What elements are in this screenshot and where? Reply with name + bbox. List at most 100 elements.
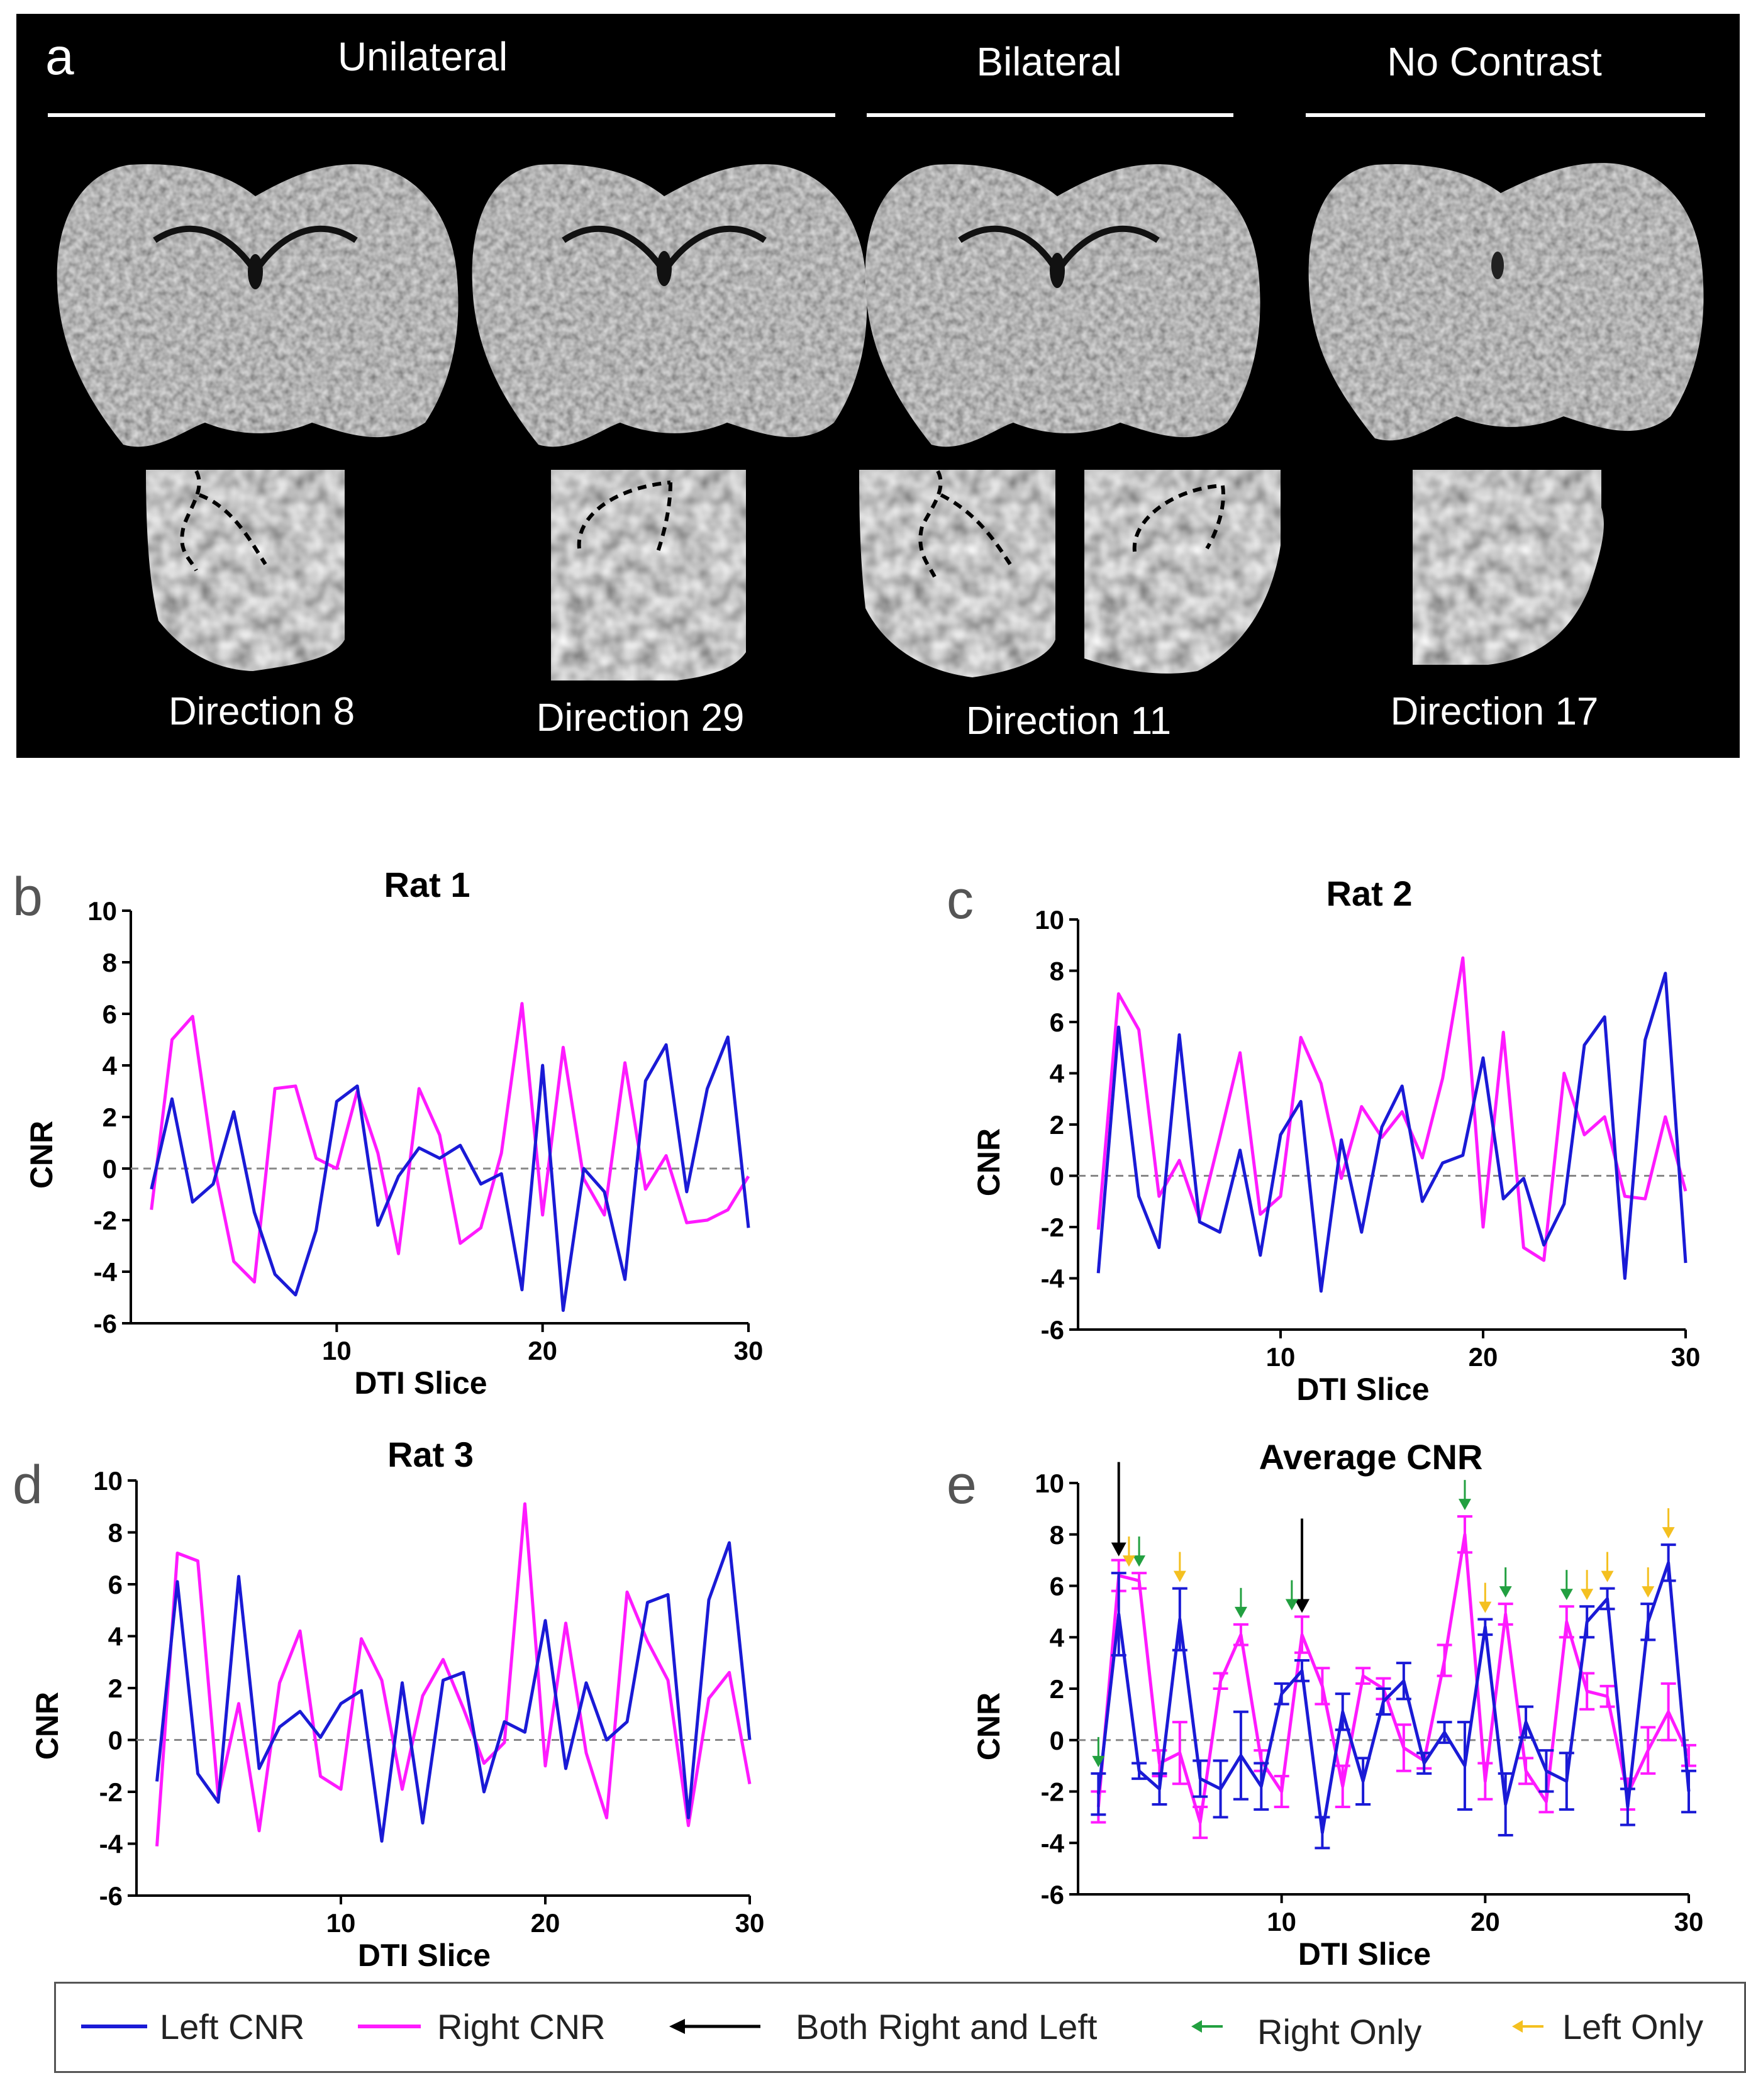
y-tick-label: 10 bbox=[87, 896, 117, 926]
panel-a-letter: a bbox=[45, 28, 74, 86]
y-axis-label: CNR bbox=[24, 1121, 59, 1189]
right-only-arrowhead bbox=[1133, 1555, 1146, 1567]
legend-left-only-arrowhead bbox=[1512, 2020, 1523, 2033]
x-tick-label: 10 bbox=[1266, 1342, 1296, 1372]
direction-label-29: Direction 29 bbox=[537, 696, 745, 740]
y-tick-label: 0 bbox=[1050, 1162, 1064, 1191]
chart-title: Rat 2 bbox=[1326, 874, 1413, 913]
legend-canvas: Left CNR Right CNR Both Right and Left R… bbox=[81, 2007, 1703, 2052]
y-tick-label: 4 bbox=[1050, 1059, 1065, 1089]
chart-title: Rat 3 bbox=[387, 1435, 474, 1474]
inset-unilateral-dir8 bbox=[146, 470, 345, 671]
x-tick-label: 10 bbox=[322, 1336, 352, 1365]
chart-d: d Rat 3 -6 -4 -2 0 2 4 6 8 10 10 20 30 DTI Slice CNR bbox=[13, 1435, 764, 1973]
chart-title: Rat 1 bbox=[384, 865, 470, 904]
legend-right-only-label: Right Only bbox=[1257, 2012, 1421, 2052]
right-only-arrowhead bbox=[1285, 1599, 1298, 1611]
x-tick-label: 20 bbox=[1471, 1907, 1500, 1936]
direction-label-11: Direction 11 bbox=[966, 699, 1171, 743]
panel-letter-d: d bbox=[13, 1455, 43, 1515]
x-tick-label: 20 bbox=[528, 1336, 557, 1365]
y-tick-label: -6 bbox=[1041, 1880, 1064, 1909]
direction-label-17: Direction 17 bbox=[1391, 690, 1599, 733]
x-axis-label: DTI Slice bbox=[1296, 1372, 1429, 1407]
series-line-right bbox=[155, 1502, 752, 1847]
right-only-arrowhead bbox=[1092, 1755, 1105, 1767]
inset-bilateral-dir11-right bbox=[1084, 470, 1281, 674]
legend-left-label: Left CNR bbox=[160, 2007, 304, 2047]
y-tick-label: 8 bbox=[108, 1518, 123, 1548]
y-tick-label: 2 bbox=[103, 1103, 117, 1132]
group-label-no-contrast: No Contrast bbox=[1387, 39, 1602, 84]
x-axis-label: DTI Slice bbox=[1298, 1936, 1431, 1972]
chart-e: e Average CNR -6 -4 -2 0 2 4 6 8 10 10 20 30 DTI Slice… bbox=[947, 1437, 1703, 1972]
y-tick-label: 6 bbox=[103, 999, 117, 1029]
y-axis-label: CNR bbox=[30, 1692, 65, 1760]
y-tick-label: 6 bbox=[108, 1570, 123, 1599]
y-tick-label: 6 bbox=[1050, 1008, 1064, 1037]
brain-slice-3 bbox=[865, 164, 1260, 447]
y-tick-label: 0 bbox=[103, 1154, 117, 1184]
y-axis-label: CNR bbox=[971, 1692, 1006, 1760]
left-only-arrowhead bbox=[1662, 1527, 1675, 1539]
panel-letter-c: c bbox=[947, 870, 974, 930]
chart-b: b Rat 1 -6 -4 -2 0 2 4 6 8 10 10 20 30 DTI Slice CNR bbox=[13, 865, 763, 1401]
chart-title: Average CNR bbox=[1259, 1437, 1483, 1477]
panel-a-canvas: a Unilateral Bilateral No Contrast bbox=[45, 28, 1705, 743]
x-tick-label: 10 bbox=[326, 1908, 356, 1938]
legend-both-label: Both Right and Left bbox=[796, 2007, 1098, 2047]
y-tick-label: 2 bbox=[1050, 1110, 1064, 1140]
panel-letter-b: b bbox=[13, 867, 43, 927]
y-tick-label: 8 bbox=[103, 948, 117, 977]
y-tick-label: 0 bbox=[1050, 1726, 1064, 1755]
series-line-right bbox=[1096, 956, 1688, 1262]
y-tick-label: 4 bbox=[103, 1051, 118, 1081]
inset-bilateral-dir11-left bbox=[859, 470, 1055, 677]
series-line-right bbox=[1096, 1533, 1691, 1825]
y-tick-label: -2 bbox=[94, 1206, 117, 1235]
both-arrowhead bbox=[1294, 1599, 1310, 1613]
y-tick-label: -2 bbox=[99, 1777, 123, 1807]
brain-slice-1 bbox=[57, 164, 459, 447]
series-line-right bbox=[150, 1002, 750, 1284]
x-tick-label: 20 bbox=[1469, 1342, 1498, 1372]
inset-no-contrast-dir17 bbox=[1413, 470, 1604, 665]
series-line-left bbox=[150, 1035, 750, 1312]
left-only-arrowhead bbox=[1581, 1589, 1594, 1601]
y-tick-label: 2 bbox=[1050, 1674, 1064, 1704]
group-label-unilateral: Unilateral bbox=[338, 34, 508, 79]
y-tick-label: 6 bbox=[1050, 1572, 1064, 1601]
y-tick-label: 10 bbox=[93, 1466, 123, 1496]
right-only-arrowhead bbox=[1499, 1586, 1512, 1598]
right-only-arrowhead bbox=[1458, 1499, 1471, 1511]
y-tick-label: -6 bbox=[99, 1881, 123, 1911]
series-line-left bbox=[1096, 972, 1688, 1293]
y-tick-label: 10 bbox=[1035, 1469, 1064, 1498]
y-tick-label: 4 bbox=[108, 1622, 123, 1652]
series-line-left bbox=[155, 1541, 752, 1843]
x-tick-label: 10 bbox=[1267, 1907, 1296, 1936]
y-tick-label: -2 bbox=[1041, 1213, 1064, 1242]
left-only-arrowhead bbox=[1122, 1555, 1135, 1567]
left-only-arrowhead bbox=[1642, 1586, 1655, 1598]
y-tick-label: 0 bbox=[108, 1726, 123, 1755]
left-only-arrowhead bbox=[1601, 1570, 1614, 1582]
legend-right-label: Right CNR bbox=[437, 2007, 606, 2047]
x-tick-label: 30 bbox=[1674, 1907, 1704, 1936]
y-tick-label: -4 bbox=[94, 1257, 118, 1287]
panel-a-mri-images: a Unilateral Bilateral No Contrast bbox=[16, 14, 1740, 758]
legend-left-only-label: Left Only bbox=[1562, 2007, 1703, 2047]
x-tick-label: 20 bbox=[531, 1908, 560, 1938]
x-axis-label: DTI Slice bbox=[358, 1938, 491, 1973]
brain-slice-4 bbox=[1308, 163, 1704, 441]
group-label-bilateral: Bilateral bbox=[976, 39, 1121, 84]
y-tick-label: 10 bbox=[1035, 905, 1064, 935]
legend-both-arrowhead bbox=[669, 2019, 685, 2034]
right-only-arrowhead bbox=[1234, 1606, 1247, 1618]
brain-slice-2 bbox=[472, 164, 867, 447]
y-tick-label: 4 bbox=[1050, 1623, 1065, 1652]
inset-unilateral-dir29 bbox=[551, 470, 746, 681]
y-tick-label: -4 bbox=[1041, 1828, 1065, 1858]
panel-letter-e: e bbox=[947, 1455, 977, 1515]
